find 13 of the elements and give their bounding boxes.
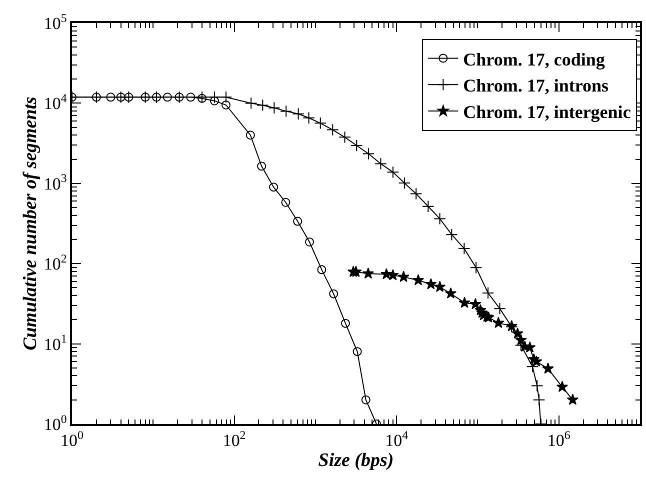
y-tick-label: 10$^{2}$	[44, 251, 67, 274]
legend-label: Chrom. 17, introns	[463, 76, 609, 96]
legend-label: Chrom. 17, intergenic	[463, 102, 631, 122]
legend-label: Chrom. 17, coding	[463, 49, 605, 70]
x-tick-label: 10$^{4}$	[385, 428, 408, 450]
x-tick-label: 10$^{2}$	[222, 428, 246, 450]
y-tick-label: 10$^{1}$	[44, 332, 67, 354]
y-tick-label: 10$^{4}$	[44, 91, 67, 114]
y-axis-title: Cumulative number of segments	[20, 96, 42, 350]
y-tick-label: 10$^{3}$	[44, 171, 67, 194]
x-tick-label: 10$^{6}$	[547, 428, 570, 450]
y-tick-label: 10$^{5}$	[44, 10, 67, 33]
x-axis-title: Size (bps)	[318, 450, 394, 472]
